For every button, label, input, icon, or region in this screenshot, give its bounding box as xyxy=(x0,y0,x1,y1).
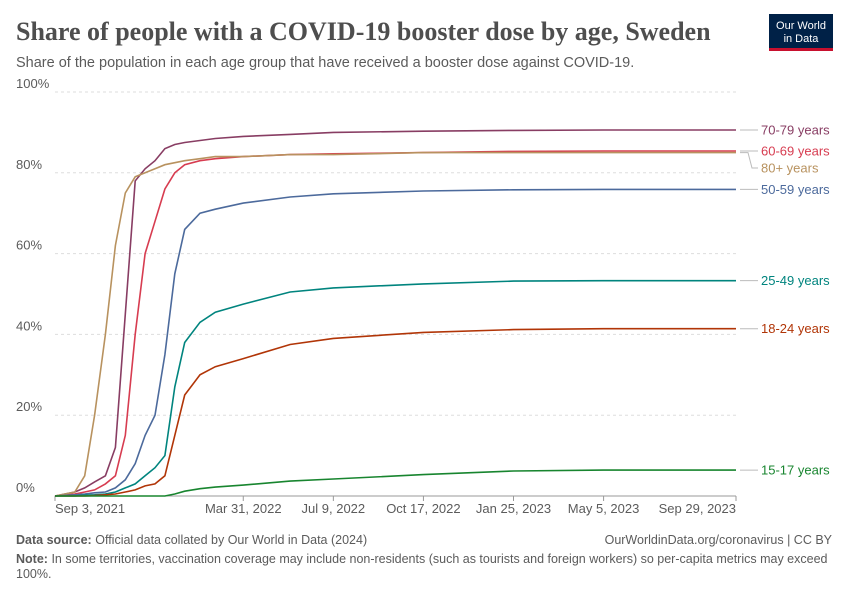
y-tick-label: 20% xyxy=(16,399,42,414)
series-line xyxy=(54,151,736,497)
label-connector xyxy=(740,152,758,169)
legend-label: 25-49 years xyxy=(761,273,830,288)
series-line xyxy=(55,327,736,497)
logo-text: in Data xyxy=(784,33,820,45)
y-tick-label: 40% xyxy=(16,318,42,333)
x-tick-label: Jan 25, 2023 xyxy=(476,501,551,516)
chart-title: Share of people with a COVID-19 booster … xyxy=(16,17,711,46)
chart-subtitle: Share of the population in each age grou… xyxy=(16,55,634,71)
note-text: In some territories, vaccination coverag… xyxy=(16,552,828,581)
series-line xyxy=(55,469,736,497)
source: Data source: Official data collated by O… xyxy=(16,533,367,547)
logo-box xyxy=(769,14,833,50)
note: Note: In some territories, vaccination c… xyxy=(16,552,836,582)
legend-label: 60-69 years xyxy=(761,143,830,158)
series-line xyxy=(54,188,736,497)
y-tick-label: 80% xyxy=(16,157,42,172)
logo-bar xyxy=(769,48,833,51)
legend-label: 18-24 years xyxy=(761,321,830,336)
note-box: Note: In some territories, vaccination c… xyxy=(16,552,836,582)
x-tick-label: Mar 31, 2022 xyxy=(205,501,282,516)
x-tick-label: Jul 9, 2022 xyxy=(302,501,366,516)
legend-label: 50-59 years xyxy=(761,182,830,197)
source-label: Data source: xyxy=(16,533,92,547)
y-tick-label: 60% xyxy=(16,238,42,253)
x-tick-label: Sep 3, 2021 xyxy=(55,501,125,516)
x-tick-label: Oct 17, 2022 xyxy=(386,501,460,516)
y-tick-label: 0% xyxy=(16,480,35,495)
logo-text: Our World xyxy=(776,20,826,32)
legend-label: 70-79 years xyxy=(761,122,830,137)
y-tick-label: 100% xyxy=(16,76,50,91)
series-line xyxy=(55,279,736,497)
source-text: Official data collated by Our World in D… xyxy=(95,533,367,547)
series-line xyxy=(54,129,736,497)
note-label: Note: xyxy=(16,552,48,566)
url: OurWorldinData.org/coronavirus | CC BY xyxy=(605,533,833,547)
x-tick-label: May 5, 2023 xyxy=(568,501,640,516)
legend-label: 80+ years xyxy=(761,160,819,175)
x-tick-label: Sep 29, 2023 xyxy=(659,501,736,516)
legend-label: 15-17 years xyxy=(761,463,830,478)
series-line xyxy=(54,150,736,497)
